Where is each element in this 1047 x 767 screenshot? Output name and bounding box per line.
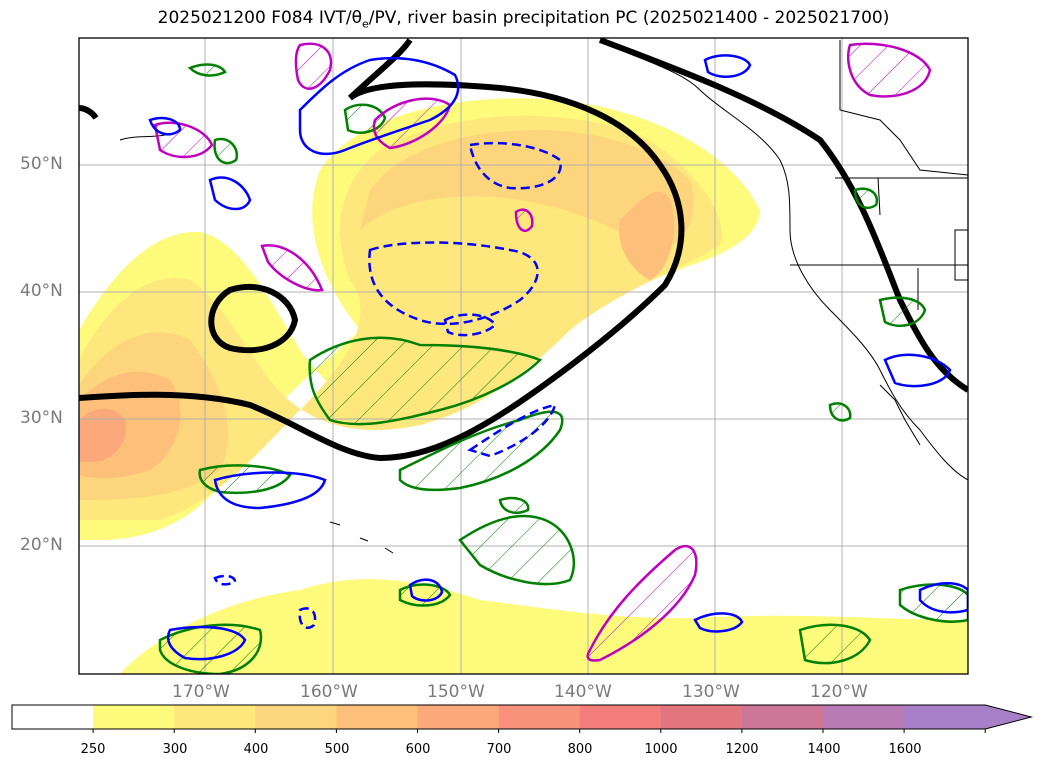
colorbar-segment: [823, 705, 905, 729]
colorbar-tick-label: 250: [80, 742, 106, 757]
colorbar-segment: [579, 705, 662, 729]
colorbar-tick-label: 300: [162, 742, 188, 757]
precip-region: [458, 514, 576, 586]
colorbar-segment: [336, 705, 418, 729]
precip-region: [878, 296, 927, 327]
pv-blue-contour-dashed: [443, 313, 497, 337]
pv-magenta-region: [294, 42, 333, 90]
pv-magenta-region: [514, 208, 534, 232]
theta-e-contour-east: [598, 38, 968, 393]
map-panel: [79, 38, 968, 674]
colorbar-extend-arrow: [985, 705, 1032, 729]
theta-e-contour-west: [347, 38, 413, 101]
ivt-band-400-north: [360, 130, 694, 250]
title-theta-subscript: e: [362, 17, 369, 31]
colorbar-tick-label: 1400: [807, 742, 841, 757]
pv-blue-contour-dashed: [213, 574, 237, 586]
pv-blue-contours: [148, 54, 968, 661]
pv-blue-contour-dashed: [467, 403, 557, 458]
colorbar-segment: [660, 705, 743, 729]
precip-regions: [158, 63, 968, 674]
precip-region: [398, 410, 564, 492]
pv-magenta-regions: [153, 42, 932, 662]
colorbar-segment: [741, 705, 824, 729]
colorbar-segment: [255, 705, 337, 729]
colorbar-segment: [12, 705, 94, 729]
pv-blue-contour-dashed: [468, 141, 562, 190]
colorbar: [11, 704, 1034, 733]
title-theta: θ: [351, 8, 362, 28]
colorbar-tick-label: 600: [405, 742, 431, 757]
lat-label-40n: 40°N: [20, 281, 63, 301]
precip-region: [213, 137, 239, 165]
title-suffix: /PV, river basin precipitation PC (20250…: [368, 8, 890, 28]
colorbar-tick-label: 500: [324, 742, 350, 757]
lat-label-20n: 20°N: [20, 535, 63, 555]
precip-region: [308, 336, 543, 426]
pv-blue-contour: [148, 116, 182, 136]
pv-blue-contour-dashed: [368, 241, 539, 326]
pv-magenta-region: [586, 544, 698, 662]
lon-label-130w: 130°W: [682, 682, 740, 702]
pv-blue-contour-dashed: [298, 607, 317, 629]
colorbar-segment: [174, 705, 256, 729]
precip-region: [398, 583, 452, 607]
lon-label-150w: 150°W: [427, 682, 485, 702]
pv-blue-contour: [213, 471, 327, 510]
ivt-band-600: [79, 408, 126, 462]
precip-region: [187, 63, 227, 77]
colorbar-tick-label: 400: [243, 742, 269, 757]
pv-magenta-region: [153, 121, 214, 159]
lat-label-30n: 30°N: [20, 408, 63, 428]
ivt-band-250-south: [120, 579, 968, 674]
theta-e-contour-northwest: [79, 105, 99, 120]
lon-label-170w: 170°W: [172, 682, 230, 702]
precip-region: [798, 623, 872, 665]
precip-region: [498, 496, 530, 514]
theta-e-contours: [79, 38, 968, 462]
pv-magenta-region: [846, 42, 932, 98]
pv-blue-contour: [208, 176, 252, 211]
colorbar-tick-label: 1000: [644, 742, 678, 757]
colorbar-tick-label: 1600: [888, 742, 922, 757]
theta-e-contour-main: [79, 81, 685, 462]
precip-region: [828, 402, 852, 422]
colorbar-segment: [904, 705, 986, 729]
lat-label-50n: 50°N: [20, 154, 63, 174]
pv-blue-contour: [298, 56, 460, 156]
precip-region: [853, 187, 879, 209]
pv-magenta-region: [260, 244, 324, 292]
title-prefix: 2025021200 F084 IVT/: [157, 8, 352, 28]
colorbar-segment: [417, 705, 500, 729]
theta-e-contour-low: [208, 283, 299, 354]
lon-label-160w: 160°W: [300, 682, 358, 702]
colorbar-segment: [93, 705, 175, 729]
colorbar-tick-label: 1200: [725, 742, 759, 757]
pv-blue-contour: [703, 54, 752, 78]
map-frame: [78, 37, 969, 675]
lon-label-120w: 120°W: [810, 682, 868, 702]
map-title: 2025021200 F084 IVT/θe/PV, river basin p…: [0, 8, 1047, 30]
pv-blue-contour: [408, 578, 444, 602]
colorbar-tick-label: 800: [567, 742, 593, 757]
pv-blue-contour: [693, 612, 744, 633]
colorbar-segment: [498, 705, 581, 729]
coastline: [119, 39, 968, 554]
ivt-band-500-east: [619, 191, 674, 280]
colorbar-outline: [11, 704, 1034, 730]
pv-blue-contour: [166, 625, 247, 661]
pv-blue-contour: [883, 353, 952, 388]
pv-blue-contour: [918, 582, 968, 614]
lon-label-140w: 140°W: [554, 682, 612, 702]
colorbar-tick-label: 700: [486, 742, 512, 757]
